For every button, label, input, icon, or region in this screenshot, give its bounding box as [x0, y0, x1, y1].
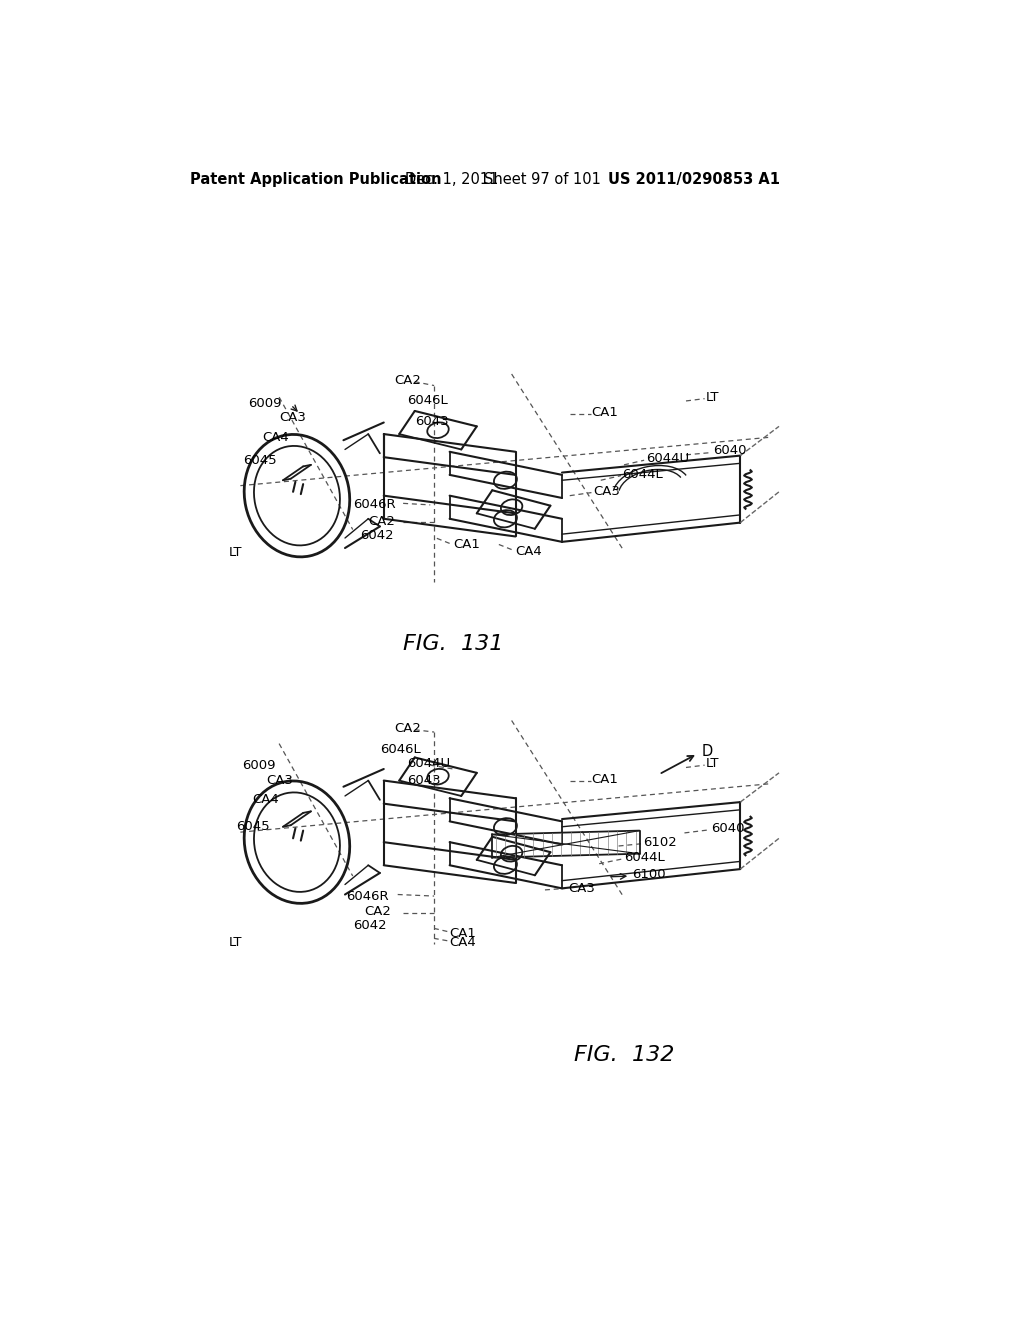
Text: CA4: CA4: [252, 793, 279, 807]
Text: CA3: CA3: [280, 411, 306, 424]
Text: LT: LT: [228, 936, 243, 949]
Text: 6102: 6102: [643, 836, 677, 849]
Text: 6044L: 6044L: [623, 467, 664, 480]
Text: US 2011/0290853 A1: US 2011/0290853 A1: [608, 173, 780, 187]
Text: 6045: 6045: [243, 454, 276, 467]
Text: 6046L: 6046L: [407, 395, 447, 408]
Text: CA3: CA3: [568, 882, 595, 895]
Text: Patent Application Publication: Patent Application Publication: [190, 173, 441, 187]
Text: CA2: CA2: [394, 374, 421, 387]
Text: Dec. 1, 2011: Dec. 1, 2011: [406, 173, 499, 187]
Text: 6046L: 6046L: [380, 743, 421, 756]
Text: CA4: CA4: [450, 936, 476, 949]
Text: LT: LT: [706, 758, 719, 770]
Text: LT: LT: [228, 546, 243, 560]
Text: CA4: CA4: [262, 430, 289, 444]
Text: 6044U: 6044U: [646, 453, 689, 465]
Text: Sheet 97 of 101: Sheet 97 of 101: [484, 173, 601, 187]
Text: 6046R: 6046R: [346, 890, 389, 903]
Text: CA2: CA2: [369, 515, 395, 528]
Text: 6045: 6045: [237, 820, 270, 833]
Text: CA4: CA4: [515, 545, 543, 557]
Text: D: D: [701, 743, 713, 759]
Text: CA3: CA3: [266, 774, 293, 787]
Text: CA1: CA1: [450, 927, 476, 940]
Text: CA2: CA2: [365, 906, 391, 917]
Text: 6044L: 6044L: [624, 851, 665, 865]
Text: 6040: 6040: [713, 445, 746, 458]
Text: 6043: 6043: [415, 416, 449, 428]
Text: CA1: CA1: [454, 539, 480, 552]
Text: 6044U: 6044U: [407, 758, 451, 770]
Text: 6042: 6042: [360, 529, 394, 543]
Text: 6042: 6042: [352, 919, 386, 932]
Text: CA3: CA3: [593, 484, 620, 498]
Text: FIG.  131: FIG. 131: [403, 634, 504, 653]
Text: CA1: CA1: [592, 407, 618, 418]
Text: LT: LT: [706, 391, 719, 404]
Text: CA1: CA1: [592, 772, 618, 785]
Text: 6100: 6100: [632, 869, 666, 880]
Text: FIG.  132: FIG. 132: [573, 1045, 674, 1065]
Text: 6009: 6009: [248, 397, 282, 409]
Text: 6040: 6040: [711, 822, 744, 834]
Text: 6046R: 6046R: [352, 499, 395, 511]
Text: CA2: CA2: [394, 722, 421, 735]
Text: 6043: 6043: [407, 774, 440, 787]
Text: 6009: 6009: [242, 759, 275, 772]
